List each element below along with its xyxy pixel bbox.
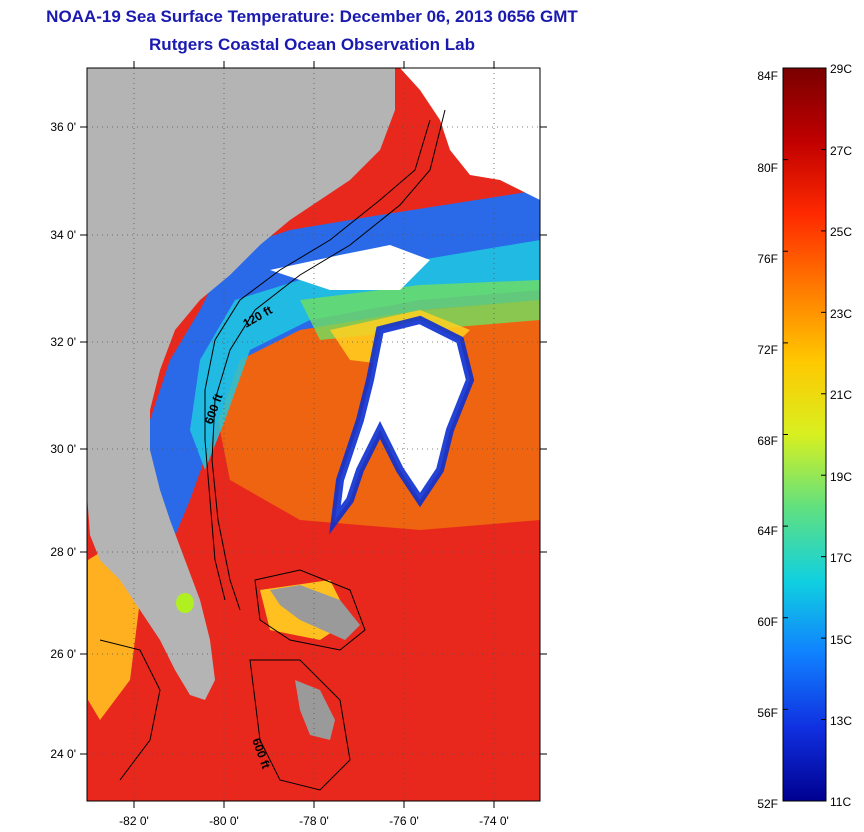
colorbar-f-label: 56F [757, 706, 778, 720]
axis-tick-marks [80, 61, 547, 808]
colorbar-c-label: 27C [830, 144, 852, 158]
colorbar-f-label: 84F [757, 69, 778, 83]
land-mainland [87, 68, 395, 700]
land-bahamas-north [270, 585, 360, 640]
colorbar-f-label: 76F [757, 252, 778, 266]
colorbar-c-label: 13C [830, 714, 852, 728]
lat-tick-label: 32 0' [50, 335, 76, 349]
cloud-north [400, 68, 540, 200]
cloud-shelf [270, 245, 430, 290]
lon-tick-label: -80 0' [209, 814, 239, 828]
colorbar-f-label: 68F [757, 434, 778, 448]
lat-tick-label: 34 0' [50, 228, 76, 242]
lat-tick-label: 26 0' [50, 647, 76, 661]
colorbar-f-label: 80F [757, 161, 778, 175]
cloud-edge-cold [329, 315, 475, 535]
colorbar-f-label: 72F [757, 343, 778, 357]
colorbar-f-label: 52F [757, 797, 778, 811]
lat-tick-label: 28 0' [50, 545, 76, 559]
colorbar-c-label: 29C [830, 62, 852, 76]
colorbar-c-label: 11C [830, 795, 851, 809]
colorbar-c-label: 21C [830, 388, 852, 402]
colorbar-c-label: 19C [830, 470, 852, 484]
bathymetry-contours [99, 109, 446, 791]
colorbar-c-label: 25C [830, 225, 852, 239]
map-panel: 600 ft 600 ft 120 ft [87, 68, 540, 801]
colorbar-c-label: 17C [830, 551, 852, 565]
temperature-colorbar [782, 67, 827, 802]
lake-okeechobee [176, 593, 194, 613]
shelf-cyan-water [190, 240, 540, 470]
colorbar-ticks [783, 67, 826, 802]
lon-tick-label: -74 0' [479, 814, 509, 828]
colorbar-c-label: 15C [830, 633, 852, 647]
colorbar-f-label: 60F [757, 615, 778, 629]
graticule [87, 68, 540, 801]
colorbar-f-label: 64F [757, 524, 778, 538]
map-title: NOAA-19 Sea Surface Temperature: Decembe… [46, 7, 578, 26]
colorbar-c-label: 23C [830, 307, 852, 321]
map-subtitle: Rutgers Coastal Ocean Observation Lab [149, 35, 475, 54]
lon-tick-label: -78 0' [299, 814, 329, 828]
lat-tick-label: 30 0' [50, 442, 76, 456]
lat-tick-label: 24 0' [50, 747, 76, 761]
lon-tick-label: -82 0' [119, 814, 149, 828]
lat-tick-label: 36 0' [50, 120, 76, 134]
lon-tick-label: -76 0' [389, 814, 419, 828]
land-andros [295, 680, 335, 740]
